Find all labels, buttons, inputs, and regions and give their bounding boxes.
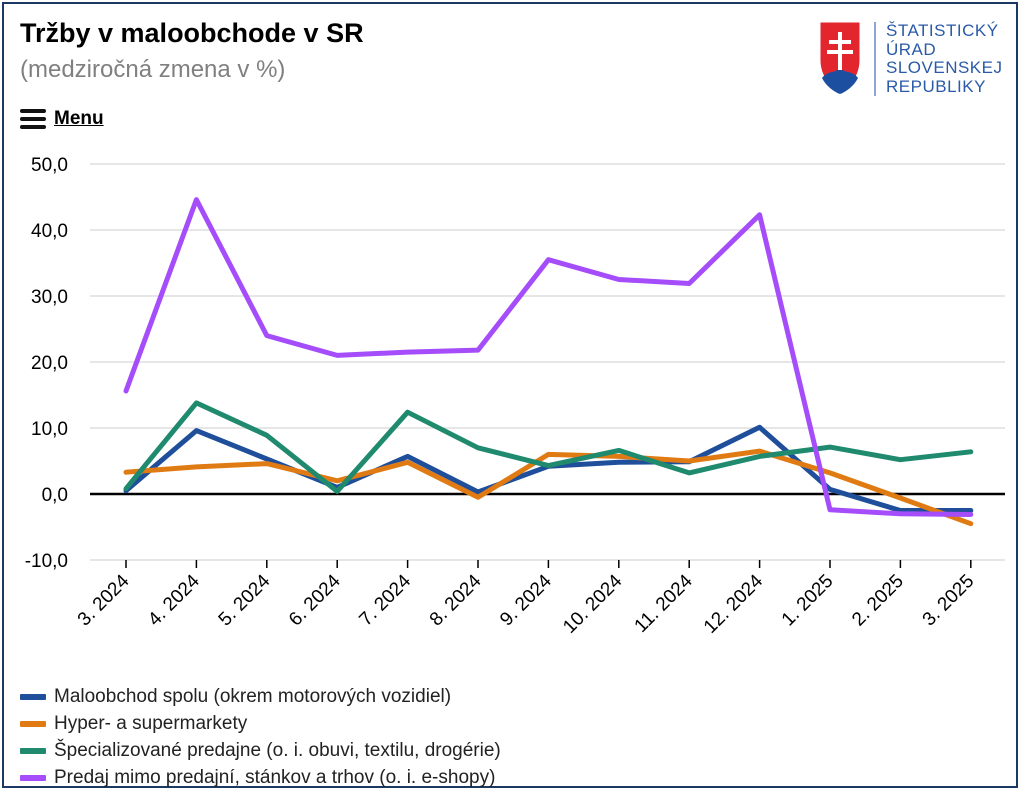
y-tick-label: 10,0 (31, 419, 68, 440)
legend-item[interactable]: Maloobchod spolu (okrem motorových vozid… (20, 683, 501, 710)
logo-text: ŠTATISTICKÝ ÚRAD SLOVENSKEJ REPUBLIKY (886, 21, 1003, 96)
chart-legend: Maloobchod spolu (okrem motorových vozid… (20, 683, 501, 791)
series-line (123, 400, 974, 494)
line-chart: -10,0 0,0 10,0 20,0 30,0 40,0 50,0 3. 2024 4. 20… (25, 155, 1005, 638)
hamburger-icon (20, 109, 46, 129)
x-tick-label: 1. 2025 (778, 571, 838, 631)
slovak-coat-of-arms-logo (819, 21, 861, 95)
legend-item[interactable]: Hyper- a supermarkety (20, 710, 501, 737)
x-tick-label: 8. 2024 (426, 570, 486, 630)
series-line (123, 448, 974, 527)
legend-label: Predaj mimo predajní, stánkov a trhov (o… (54, 766, 496, 788)
x-tick-label: 12. 2024 (700, 570, 767, 637)
y-tick-label: 0,0 (42, 485, 68, 506)
logo-line: ŠTATISTICKÝ (886, 21, 999, 40)
chart-title: Tržby v maloobchode v SR (20, 18, 364, 48)
x-tick-label: 11. 2024 (631, 570, 697, 636)
x-tick-label: 9. 2024 (496, 570, 556, 630)
logo-line: REPUBLIKY (886, 76, 986, 96)
x-tick-label: 2. 2025 (848, 571, 908, 631)
logo-divider (874, 22, 876, 96)
series-line (123, 424, 974, 513)
legend-swatch (20, 747, 46, 754)
legend-item[interactable]: Špecializované predajne (o. i. obuvi, te… (20, 737, 501, 764)
legend-swatch (20, 774, 46, 781)
menu-label: Menu (54, 108, 104, 129)
menu-button[interactable]: Menu (20, 106, 104, 132)
legend-item[interactable]: Predaj mimo predajní, stánkov a trhov (o… (20, 764, 501, 791)
x-tick-label: 3. 2024 (74, 570, 134, 630)
legend-swatch (20, 693, 46, 700)
y-tick-label: 50,0 (31, 155, 68, 176)
x-tick-label: 6. 2024 (285, 570, 345, 630)
y-tick-label: -10,0 (25, 551, 68, 572)
logo-line: ÚRAD (886, 39, 937, 59)
legend-swatch (20, 720, 46, 727)
legend-label: Maloobchod spolu (okrem motorových vozid… (54, 685, 452, 707)
legend-label: Špecializované predajne (o. i. obuvi, te… (54, 739, 501, 761)
x-tick-label: 10. 2024 (559, 570, 626, 637)
y-tick-label: 30,0 (31, 287, 68, 308)
series-line (123, 197, 974, 517)
x-tick-label: 4. 2024 (144, 570, 204, 630)
x-tick-label: 5. 2024 (215, 570, 275, 630)
y-tick-label: 20,0 (31, 353, 68, 374)
logo-line: SLOVENSKEJ (886, 58, 1003, 77)
y-tick-label: 40,0 (31, 221, 68, 242)
x-tick-label: 3. 2025 (919, 571, 979, 631)
legend-label: Hyper- a supermarkety (54, 712, 248, 734)
chart-subtitle: (medziročná zmena v %) (20, 56, 286, 83)
x-tick-label: 7. 2024 (355, 570, 415, 630)
